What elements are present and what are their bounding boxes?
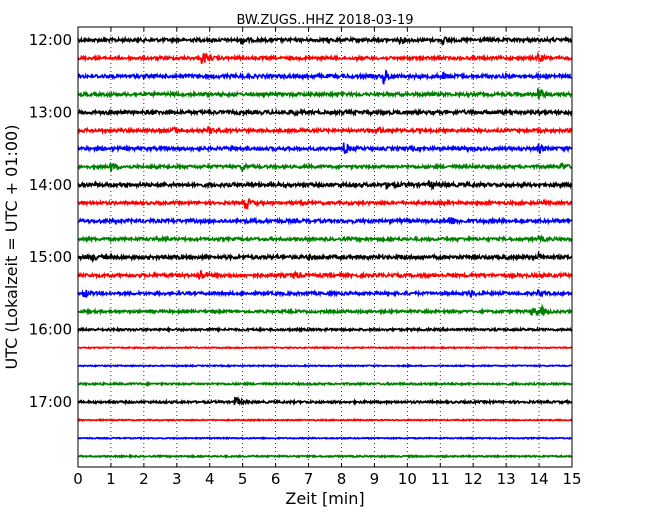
trace-1645	[77, 380, 573, 388]
trace-1700	[77, 395, 573, 406]
trace-1715	[77, 417, 573, 423]
x-tick-label-12: 12	[464, 470, 483, 488]
trace-1330	[77, 142, 573, 154]
trace-1245	[77, 88, 573, 100]
trace-1730	[77, 435, 573, 441]
trace-1300	[77, 107, 573, 118]
x-tick-label-9: 9	[370, 470, 380, 488]
trace-1445	[77, 234, 573, 244]
x-tick-label-11: 11	[431, 470, 450, 488]
trace-1215	[77, 51, 573, 65]
trace-1630	[77, 363, 573, 368]
trace-1400	[77, 179, 573, 191]
trace-1515	[77, 269, 573, 280]
x-tick-label-4: 4	[205, 470, 215, 488]
trace-1315	[77, 125, 573, 136]
x-tick-label-8: 8	[337, 470, 347, 488]
x-tick-label-3: 3	[172, 470, 182, 488]
plot-frame	[77, 26, 573, 468]
trace-1530	[77, 288, 573, 299]
vertical-gridlines	[110, 27, 540, 467]
trace-1600	[77, 325, 573, 334]
trace-1430	[77, 216, 573, 226]
x-tick-label-10: 10	[398, 470, 417, 488]
axis-ticks	[77, 27, 573, 467]
x-tick-label-1: 1	[106, 470, 116, 488]
trace-1230	[77, 69, 573, 85]
x-tick-label-14: 14	[530, 470, 549, 488]
x-tick-label-13: 13	[497, 470, 516, 488]
y-tick-label-1400: 14:00	[29, 176, 72, 194]
x-tick-label-7: 7	[304, 470, 314, 488]
y-tick-labels: 12:00 13:00 14:00 15:00 16:00 17:00	[29, 31, 72, 411]
y-tick-label-1700: 17:00	[29, 393, 72, 411]
x-tick-label-5: 5	[238, 470, 248, 488]
seismogram-traces	[77, 35, 573, 460]
y-tick-label-1200: 12:00	[29, 31, 72, 49]
trace-1745	[77, 453, 573, 460]
y-tick-label-1300: 13:00	[29, 103, 72, 121]
trace-1545	[77, 303, 573, 317]
x-tick-labels: 0 1 2 3 4 5 6 7 8 9 10 11 12 13 14 15	[73, 470, 581, 488]
y-tick-label-1500: 15:00	[29, 248, 72, 266]
trace-1200	[77, 35, 573, 47]
x-tick-label-6: 6	[271, 470, 281, 488]
trace-1345	[77, 161, 573, 173]
x-tick-label-0: 0	[73, 470, 83, 488]
trace-1615	[77, 345, 573, 350]
chart-title: BW.ZUGS..HHZ 2018-03-19	[236, 13, 413, 28]
trace-1415	[77, 198, 573, 211]
x-tick-label-15: 15	[562, 470, 581, 488]
y-axis-label: UTC (Lokalzeit = UTC + 01:00)	[2, 125, 21, 370]
trace-1500	[77, 250, 573, 264]
y-tick-label-1600: 16:00	[29, 321, 72, 339]
x-axis-label: Zeit [min]	[285, 489, 364, 508]
x-tick-label-2: 2	[139, 470, 149, 488]
